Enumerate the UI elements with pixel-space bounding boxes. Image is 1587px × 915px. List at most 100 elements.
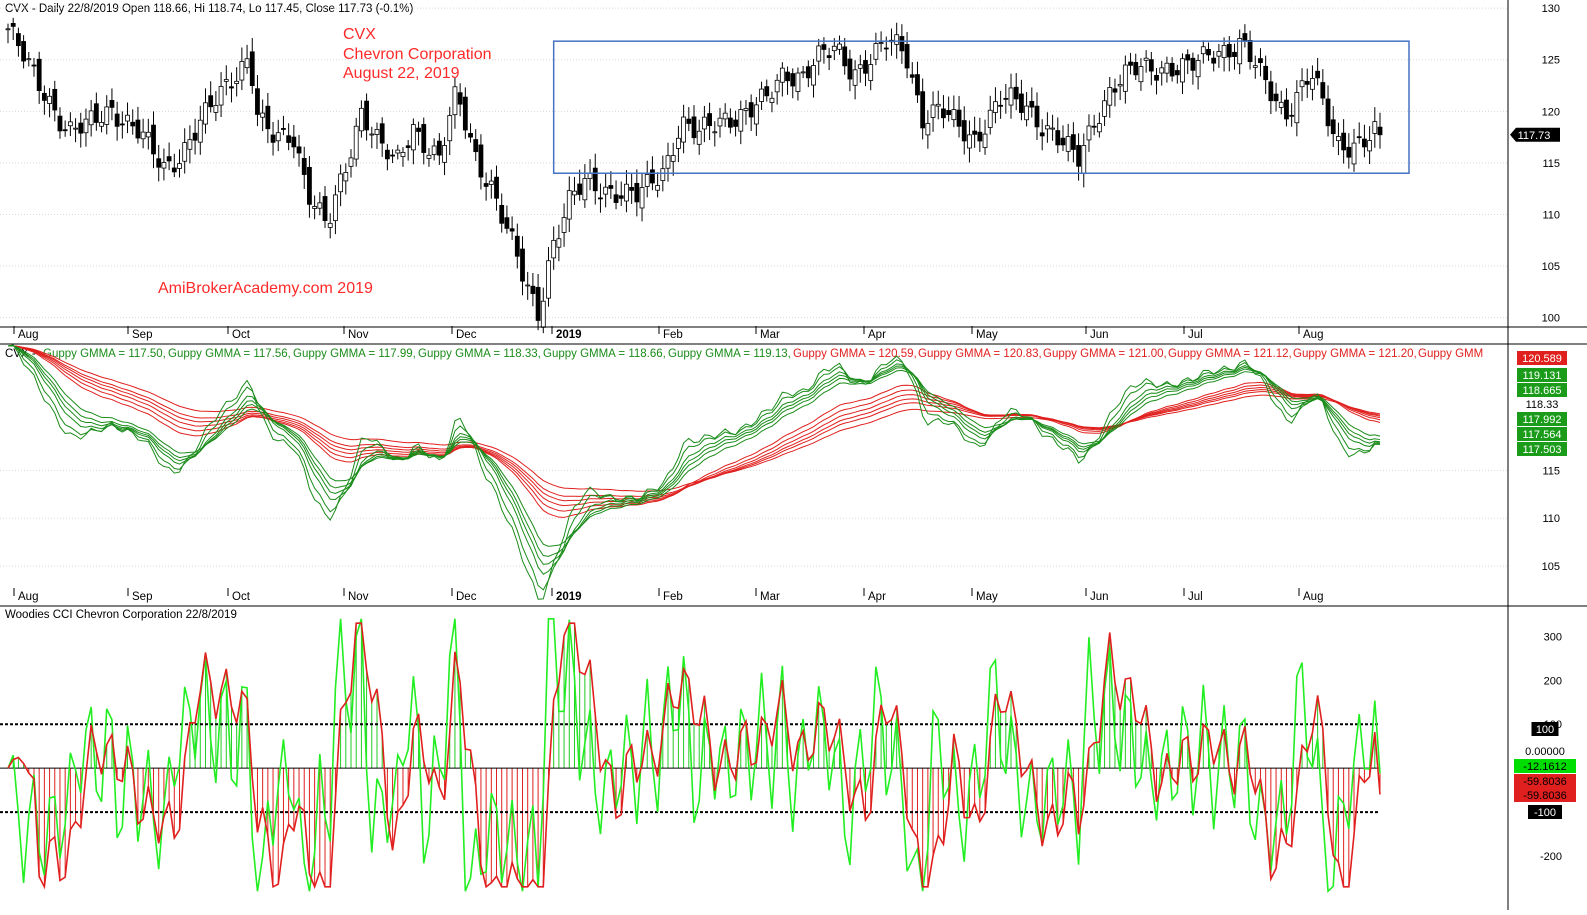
candle-up xyxy=(182,142,188,162)
candle-up xyxy=(1159,67,1165,74)
candle-up xyxy=(660,168,666,181)
x-tick-label: Oct xyxy=(232,329,251,341)
candle-up xyxy=(431,145,437,155)
candle-up xyxy=(369,133,375,136)
cci-tick-label: 300 xyxy=(1544,631,1562,643)
x-tick-label: Dec xyxy=(456,329,477,341)
x-tick-label: Nov xyxy=(348,329,369,341)
candle-down xyxy=(462,96,468,131)
candle-up xyxy=(1138,66,1144,83)
price-pane: CVX - Daily 22/8/2019 Open 118.66, Hi 11… xyxy=(0,3,1560,341)
x-tick-label: Nov xyxy=(348,591,369,603)
x-tick-label: Apr xyxy=(868,591,886,603)
candle-up xyxy=(1164,62,1170,74)
gmma-value-text: 119.131 xyxy=(1523,370,1562,382)
candle-down xyxy=(1263,65,1269,81)
candle-down xyxy=(1289,114,1295,117)
gmma-value-box xyxy=(1517,427,1567,441)
candle-down xyxy=(1039,132,1045,137)
gmma-legend-entry: Guppy GMMA = 119.13, xyxy=(668,348,791,360)
x-tick-label: Aug xyxy=(18,591,38,603)
candle-down xyxy=(577,183,583,195)
candle-down xyxy=(255,88,260,115)
gmma-value-text: 117.503 xyxy=(1523,444,1562,456)
candle-up xyxy=(572,190,577,196)
gmma-value-text: 117.564 xyxy=(1523,429,1562,441)
candle-down xyxy=(36,58,42,91)
candle-down xyxy=(1304,81,1310,85)
x-tick-label: Feb xyxy=(663,329,683,341)
x-tick-label: Dec xyxy=(456,591,477,603)
candle-up xyxy=(1351,142,1357,165)
candle-up xyxy=(561,217,567,233)
candle-down xyxy=(1003,97,1009,100)
gmma-grid xyxy=(0,469,1508,567)
candle-up xyxy=(701,116,707,130)
candle-down xyxy=(920,91,926,129)
candle-down xyxy=(281,128,286,130)
x-tick-label: Oct xyxy=(232,591,251,603)
price-header: CVX - Daily 22/8/2019 Open 118.66, Hi 11… xyxy=(5,3,413,15)
candle-up xyxy=(1299,80,1305,88)
range-box xyxy=(552,40,1410,174)
candle-down xyxy=(1148,59,1154,72)
candle-down xyxy=(1232,51,1237,57)
cci-value-text: -59.8036 xyxy=(1523,790,1566,802)
candle-down xyxy=(1133,62,1139,76)
x-tick-label: Mar xyxy=(760,591,780,603)
candle-up xyxy=(1081,145,1087,174)
cci-value-box xyxy=(1517,744,1573,758)
candle-down xyxy=(1154,74,1159,81)
candle-down xyxy=(972,130,978,135)
candle-up xyxy=(982,133,988,148)
gmma-tick-label: 110 xyxy=(1542,513,1560,525)
x-tick-label: May xyxy=(976,591,998,603)
cci-value-text: -12.1612 xyxy=(1523,761,1566,773)
candle-down xyxy=(109,100,115,108)
candle-up xyxy=(525,284,531,287)
candle-down xyxy=(1019,93,1024,113)
candle-down xyxy=(691,116,697,139)
candle-up xyxy=(1102,100,1107,117)
candle-down xyxy=(421,124,427,153)
candle-down xyxy=(41,92,47,101)
price-tick-label: 100 xyxy=(1542,313,1560,325)
candle-down xyxy=(62,129,68,132)
candle-up xyxy=(327,222,333,228)
candle-down xyxy=(1362,138,1367,148)
candle-up xyxy=(239,61,245,81)
candle-down xyxy=(1377,126,1383,136)
candle-up xyxy=(587,173,593,179)
candle-up xyxy=(317,202,323,209)
candle-up xyxy=(125,114,130,122)
candle-down xyxy=(494,176,499,199)
gmma-short-line xyxy=(7,345,1381,547)
candle-up xyxy=(177,163,182,169)
candle-up xyxy=(811,65,816,86)
gmma-value-box xyxy=(1517,442,1567,456)
candle-up xyxy=(452,86,458,116)
candle-down xyxy=(15,33,21,47)
candle-up xyxy=(670,155,676,162)
x-tick-label: May xyxy=(976,329,998,341)
candle-down xyxy=(1258,58,1263,64)
candle-down xyxy=(1211,57,1217,64)
candle-down xyxy=(93,103,99,123)
price-tick-label: 130 xyxy=(1542,3,1560,15)
x-tick-label: 2019 xyxy=(556,591,582,603)
candle-down xyxy=(1091,125,1097,128)
gmma-value-box xyxy=(1517,397,1567,411)
candle-up xyxy=(769,97,775,103)
x-tick-label: Feb xyxy=(663,591,683,603)
candle-down xyxy=(1112,88,1118,93)
candle-up xyxy=(99,122,104,127)
candle-up xyxy=(1143,57,1149,61)
candle-down xyxy=(296,146,302,154)
candle-down xyxy=(405,145,411,148)
last-price-label: 117.73 xyxy=(1518,130,1551,142)
candle-down xyxy=(135,119,141,139)
candle-up xyxy=(837,43,842,50)
candle-up xyxy=(1216,51,1222,57)
candle-up xyxy=(774,79,780,93)
